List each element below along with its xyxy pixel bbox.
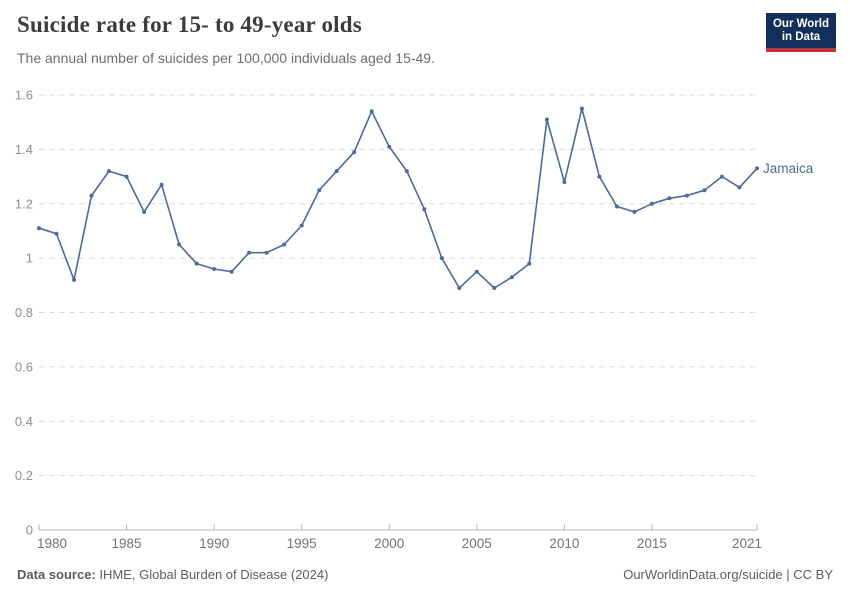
data-point-1991 bbox=[229, 269, 234, 274]
series-label-jamaica[interactable]: Jamaica bbox=[763, 161, 814, 176]
data-point-1988 bbox=[177, 242, 182, 247]
data-point-2019 bbox=[720, 174, 724, 179]
y-axis-tick-label: 0.4 bbox=[15, 414, 33, 429]
data-point-2007 bbox=[509, 275, 514, 280]
y-axis-tick-label: 0.8 bbox=[15, 305, 33, 320]
y-axis-tick-label: 1.4 bbox=[15, 142, 33, 157]
credit-link[interactable]: OurWorldinData.org/suicide | CC BY bbox=[623, 567, 833, 582]
x-axis-tick-label: 2000 bbox=[374, 536, 404, 551]
data-point-2003 bbox=[439, 256, 444, 261]
data-point-1993 bbox=[264, 250, 269, 255]
line-series-jamaica[interactable] bbox=[38, 107, 758, 289]
data-point-1989 bbox=[194, 261, 199, 266]
y-axis-tick-label: 1.6 bbox=[15, 88, 33, 103]
owid-logo-line1: Our World bbox=[772, 18, 829, 30]
data-point-1982 bbox=[72, 277, 76, 282]
data-point-2016 bbox=[667, 196, 672, 201]
data-point-1995 bbox=[299, 223, 304, 228]
data-point-2002 bbox=[422, 207, 427, 212]
x-axis-tick-label: 1985 bbox=[112, 536, 142, 551]
y-axis-tick-label: 1 bbox=[26, 251, 33, 266]
data-point-2010 bbox=[562, 180, 567, 184]
data-point-1985 bbox=[124, 174, 129, 179]
y-axis-tick-label: 0.2 bbox=[15, 468, 33, 483]
x-axis-tick-label: 2015 bbox=[637, 536, 667, 551]
data-source-text: IHME, Global Burden of Disease (2024) bbox=[95, 567, 329, 582]
x-axis-tick-label: 2005 bbox=[462, 536, 492, 551]
data-point-2014 bbox=[632, 209, 637, 214]
data-point-1996 bbox=[317, 188, 322, 193]
data-source: Data source: IHME, Global Burden of Dise… bbox=[17, 567, 328, 582]
data-point-2012 bbox=[597, 174, 602, 179]
data-point-2001 bbox=[404, 169, 409, 174]
data-point-2013 bbox=[614, 204, 619, 209]
owid-logo: Our World in Data bbox=[766, 13, 836, 52]
chart-title: Suicide rate for 15- to 49-year olds bbox=[17, 12, 362, 37]
data-point-2011 bbox=[579, 106, 584, 111]
x-axis-tick-label: 2021 bbox=[732, 536, 762, 551]
y-axis-tick-label: 0 bbox=[26, 523, 33, 538]
data-point-2021 bbox=[755, 166, 759, 171]
data-point-2004 bbox=[457, 286, 462, 290]
data-point-2017 bbox=[685, 193, 689, 198]
data-point-1999 bbox=[369, 109, 374, 114]
data-point-1992 bbox=[247, 250, 252, 255]
data-point-1984 bbox=[107, 169, 111, 174]
data-point-1987 bbox=[159, 182, 164, 187]
data-source-label: Data source: bbox=[17, 567, 96, 582]
x-axis-tick-label: 1980 bbox=[37, 536, 67, 551]
data-point-2015 bbox=[649, 201, 654, 206]
chart-footer: Data source: IHME, Global Burden of Dise… bbox=[17, 567, 833, 582]
data-point-2020 bbox=[737, 185, 742, 190]
x-axis-tick-label: 1990 bbox=[199, 536, 229, 551]
data-point-2008 bbox=[527, 261, 532, 266]
data-point-1980 bbox=[37, 226, 41, 231]
data-point-1998 bbox=[352, 150, 357, 155]
y-axis-tick-label: 0.6 bbox=[15, 359, 33, 374]
data-point-2005 bbox=[474, 269, 479, 274]
y-axis-tick-label: 1.2 bbox=[15, 196, 33, 211]
data-point-1994 bbox=[282, 242, 287, 247]
x-axis-tick-label: 1995 bbox=[287, 536, 317, 551]
data-point-2009 bbox=[544, 117, 549, 122]
owid-logo-line2: in Data bbox=[781, 31, 821, 43]
data-point-2006 bbox=[492, 286, 497, 290]
data-point-1997 bbox=[334, 169, 339, 174]
data-point-1981 bbox=[54, 231, 59, 236]
data-point-1986 bbox=[142, 209, 147, 214]
data-point-1990 bbox=[212, 267, 217, 271]
chart-subtitle: The annual number of suicides per 100,00… bbox=[17, 50, 435, 66]
data-point-1983 bbox=[89, 193, 94, 198]
x-axis-tick-label: 2010 bbox=[549, 536, 579, 551]
data-point-2000 bbox=[387, 144, 392, 149]
data-point-2018 bbox=[702, 188, 707, 193]
